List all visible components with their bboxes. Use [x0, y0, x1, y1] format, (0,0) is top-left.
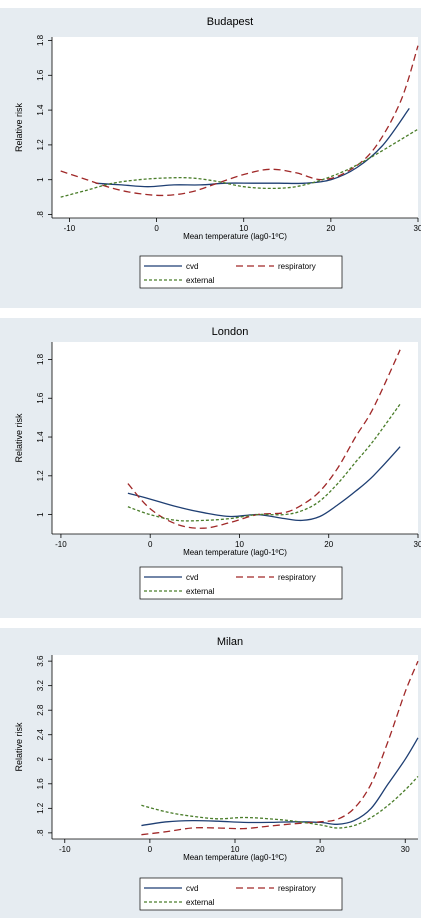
- x-tick-label: 0: [154, 224, 159, 233]
- chart-title: London: [212, 326, 249, 338]
- y-tick-label: 3.2: [36, 680, 45, 692]
- series-line-external: [60, 128, 419, 198]
- x-axis-title: Mean temperature (lag0-1ºC): [183, 853, 287, 862]
- y-tick-label: 1.2: [36, 802, 45, 814]
- legend-label-external: external: [186, 898, 215, 907]
- y-tick-label: 1: [36, 177, 45, 182]
- x-tick-label: 0: [148, 540, 153, 549]
- chart-panel-2: Milan .8 1.2 1.6 2 2.4 2.8 3.2 3.6 -10 0 10 20 30 Mean…: [0, 628, 421, 918]
- x-tick-label: 20: [316, 845, 325, 854]
- series-line-respiratory: [60, 45, 419, 197]
- x-tick-label: 10: [235, 540, 244, 549]
- x-tick-label: 30: [401, 845, 410, 854]
- y-tick-label: 1.2: [36, 470, 45, 482]
- x-tick-label: 20: [324, 540, 333, 549]
- y-tick-label: 1.4: [36, 431, 45, 443]
- plot-area: [52, 342, 418, 534]
- y-tick-label: 1.6: [36, 69, 45, 81]
- legend-box: [139, 566, 343, 600]
- y-axis-title: Relative risk: [14, 413, 24, 463]
- series-line-cvd: [95, 108, 410, 188]
- y-tick-label: .8: [36, 829, 45, 836]
- y-tick-label: 2.4: [36, 729, 45, 741]
- legend-label-cvd: cvd: [186, 573, 198, 582]
- series-line-cvd: [127, 446, 401, 522]
- x-tick-label: 30: [414, 540, 421, 549]
- series-line-respiratory: [127, 349, 401, 529]
- x-tick-label: 10: [239, 224, 248, 233]
- y-tick-label: 1.6: [36, 392, 45, 404]
- chart-title: Milan: [217, 636, 243, 648]
- y-tick-label: 2.8: [36, 704, 45, 716]
- plot-area: [52, 655, 418, 839]
- y-axis-title: Relative risk: [14, 722, 24, 772]
- y-tick-label: 1: [36, 512, 45, 517]
- y-tick-label: 3.6: [36, 655, 45, 667]
- legend-label-external: external: [186, 276, 215, 285]
- y-tick-label: 2: [36, 756, 45, 761]
- series-line-respiratory: [141, 660, 419, 836]
- x-axis-title: Mean temperature (lag0-1ºC): [183, 232, 287, 241]
- series-line-external: [127, 403, 401, 522]
- chart-panel-0: Budapest .8 1 1.2 1.4 1.6 1.8 -10 0 10 20 30 Mean te…: [0, 8, 421, 308]
- x-tick-label: -10: [59, 845, 71, 854]
- legend-label-respiratory: respiratory: [278, 262, 316, 271]
- y-tick-label: 1.4: [36, 104, 45, 116]
- legend-label-external: external: [186, 587, 215, 596]
- legend-box: [139, 255, 343, 289]
- x-axis-title: Mean temperature (lag0-1ºC): [183, 548, 287, 557]
- x-tick-label: 0: [148, 845, 153, 854]
- plot-area: [52, 37, 418, 218]
- y-tick-label: 1.8: [36, 34, 45, 46]
- x-tick-label: 30: [414, 224, 421, 233]
- legend-box: [139, 877, 343, 911]
- chart-title: Budapest: [207, 16, 253, 28]
- legend-label-cvd: cvd: [186, 262, 198, 271]
- y-tick-label: 1.2: [36, 139, 45, 151]
- y-tick-label: 1.6: [36, 778, 45, 790]
- legend-label-respiratory: respiratory: [278, 573, 316, 582]
- x-tick-label: 20: [326, 224, 335, 233]
- chart-panel-1: London 1 1.2 1.4 1.6 1.8 -10 0 10 20 30 Mean temper…: [0, 318, 421, 618]
- y-axis-title: Relative risk: [14, 102, 24, 152]
- x-tick-label: 10: [231, 845, 240, 854]
- y-tick-label: 1.8: [36, 353, 45, 365]
- x-tick-label: -10: [55, 540, 67, 549]
- legend-label-cvd: cvd: [186, 884, 198, 893]
- legend-label-respiratory: respiratory: [278, 884, 316, 893]
- series-line-cvd: [141, 737, 419, 827]
- y-tick-label: .8: [36, 211, 45, 218]
- x-tick-label: -10: [64, 224, 76, 233]
